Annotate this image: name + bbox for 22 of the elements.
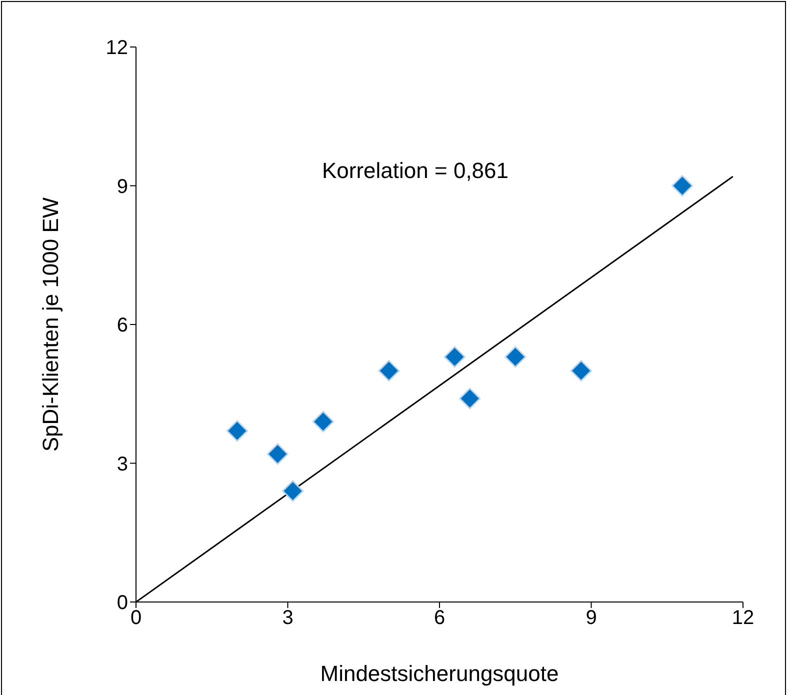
x-tick-label: 12	[732, 607, 754, 630]
y-tick-label: 0	[116, 592, 128, 614]
y-tick-label: 3	[116, 453, 128, 476]
x-tick-label: 9	[586, 607, 597, 630]
point	[444, 346, 466, 368]
x-axis-title: Mindestsicherungsquote	[320, 661, 559, 686]
point	[266, 443, 288, 465]
point	[459, 388, 481, 410]
point	[226, 420, 248, 442]
annotation: Korrelation = 0,861	[322, 158, 509, 184]
point	[378, 360, 400, 382]
y-axis-title: SpDi-Klienten je 1000 EW	[38, 197, 63, 452]
point	[312, 410, 334, 432]
y-tick-label: 9	[116, 176, 128, 198]
x-tick-label: 3	[282, 607, 294, 630]
y-tick-label: 6	[116, 314, 128, 337]
point	[504, 346, 526, 368]
point	[672, 175, 694, 196]
y-tick-label: 12	[106, 37, 128, 60]
point	[282, 480, 304, 502]
x-tick-label: 6	[434, 607, 446, 630]
point	[570, 360, 592, 382]
